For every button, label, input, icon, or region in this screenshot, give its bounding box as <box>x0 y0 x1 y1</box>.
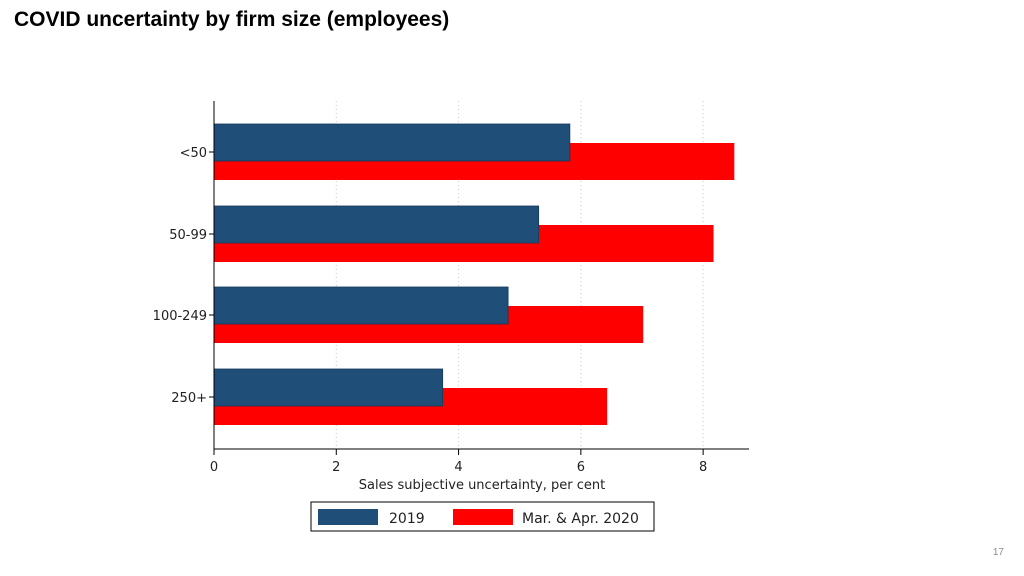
legend-swatch-2020 <box>453 509 513 525</box>
legend-label-2019: 2019 <box>389 511 425 527</box>
legend-swatch-2019 <box>318 509 378 525</box>
category-label-2: 100-249 <box>153 309 207 324</box>
x-tick-label-2: 2 <box>332 460 340 475</box>
slide-title: COVID uncertainty by firm size (employee… <box>14 8 450 31</box>
legend-label-2020: Mar. & Apr. 2020 <box>522 511 639 527</box>
bars <box>213 123 735 425</box>
page-number: 17 <box>992 547 1004 558</box>
bar-2019-0 <box>213 123 571 162</box>
bar-2019-2 <box>213 286 509 325</box>
category-labels: <50 50-99 100-249 250+ <box>153 146 214 406</box>
x-tick-label-0: 0 <box>210 460 218 475</box>
legend: 2019 Mar. & Apr. 2020 <box>310 501 655 532</box>
category-label-3: 250+ <box>171 391 207 406</box>
x-axis-title: Sales subjective uncertainty, per cent <box>359 478 605 493</box>
x-tick-label-8: 8 <box>699 460 707 475</box>
x-tick-label-4: 4 <box>454 460 462 475</box>
category-label-1: 50-99 <box>169 228 207 243</box>
x-tick-label-6: 6 <box>577 460 585 475</box>
x-axis-ticks: 0 2 4 6 8 <box>210 449 707 475</box>
bar-2019-3 <box>213 368 444 407</box>
category-label-0: <50 <box>180 146 207 161</box>
bar-2019-1 <box>213 205 540 244</box>
